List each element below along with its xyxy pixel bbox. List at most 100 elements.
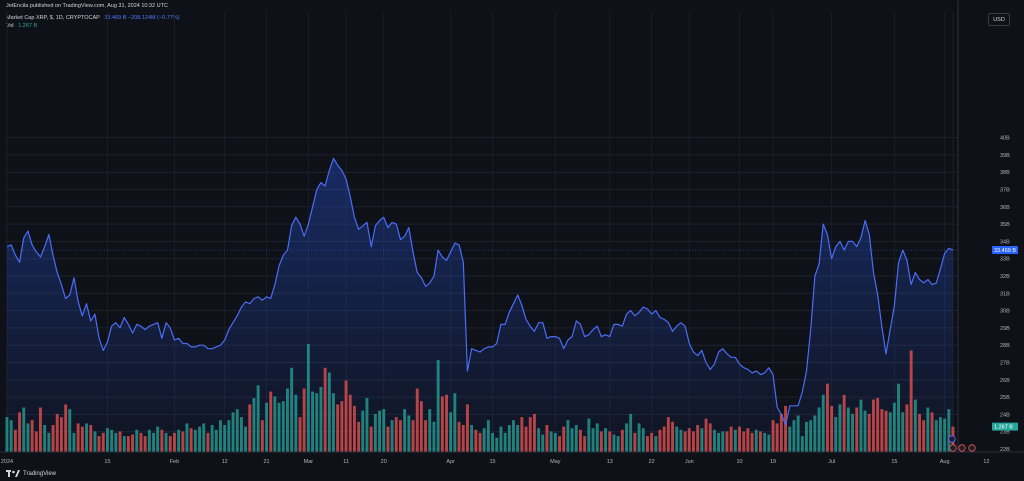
x-tick-label: 20 xyxy=(381,459,387,465)
volume-bar xyxy=(512,420,515,452)
volume-bar xyxy=(9,420,13,452)
volume-bar xyxy=(189,428,193,452)
x-tick-label: Apr xyxy=(446,459,455,465)
x-tick-label: 10 xyxy=(736,459,742,465)
volume-bar xyxy=(750,432,754,452)
volume-bar xyxy=(244,426,247,452)
event-marker-icon[interactable] xyxy=(949,444,957,452)
volume-bar xyxy=(432,421,436,452)
x-tick-label: 22 xyxy=(649,459,655,465)
event-marker-icon[interactable] xyxy=(958,444,966,452)
volume-bar xyxy=(97,436,101,452)
volume-bar xyxy=(503,432,507,452)
volume-bar xyxy=(5,417,9,452)
chart-legend: Market Cap XRP, $, 1D, CRYPTOCAP 33.469 … xyxy=(6,14,183,30)
event-marker-icon[interactable] xyxy=(968,444,976,452)
volume-bar xyxy=(403,409,407,452)
y-tick-label: 30B xyxy=(1000,309,1010,315)
volume-bar xyxy=(85,423,88,452)
volume-bar xyxy=(826,383,829,452)
x-tick-label: 15 xyxy=(891,459,897,465)
x-tick-label: 11 xyxy=(343,459,349,465)
volume-bar xyxy=(583,436,587,452)
publisher-header: JetEncila published on TradingView.com, … xyxy=(6,3,168,9)
volume-bar xyxy=(131,434,134,452)
volume-bar xyxy=(612,434,616,452)
volume-bar xyxy=(294,394,298,452)
volume-bar xyxy=(34,431,38,452)
volume-bar xyxy=(541,434,545,452)
legend-vol-label[interactable]: Vol xyxy=(6,23,14,29)
footer: TradingView xyxy=(6,470,56,478)
volume-bar xyxy=(692,431,695,452)
volume-bar xyxy=(867,413,871,452)
volume-bar xyxy=(68,409,72,452)
volume-bar xyxy=(599,431,603,452)
volume-bar xyxy=(830,405,834,452)
x-tick-label: 21 xyxy=(263,459,269,465)
y-tick-label: 24B xyxy=(1000,412,1010,418)
volume-bar xyxy=(110,429,114,452)
volume-bar xyxy=(880,409,884,452)
volume-bar xyxy=(533,413,536,452)
volume-bar xyxy=(260,420,264,452)
volume-bar xyxy=(637,423,641,452)
volume-bar xyxy=(198,426,201,452)
volume-bar xyxy=(553,432,557,452)
volume-bar xyxy=(855,407,859,452)
volume-bar xyxy=(746,428,750,452)
volume-bar xyxy=(595,423,599,452)
volume-bar xyxy=(646,436,649,452)
y-tick-label: 31B xyxy=(1000,291,1010,297)
volume-bar xyxy=(60,417,63,452)
volume-bar xyxy=(419,401,423,452)
currency-selector[interactable]: USD xyxy=(988,13,1010,26)
volume-bar xyxy=(466,404,469,452)
price-line xyxy=(6,157,954,426)
volume-bar xyxy=(779,413,783,452)
volume-bar xyxy=(846,407,850,452)
volume-bar xyxy=(671,421,674,452)
volume-bar xyxy=(679,429,683,452)
legend-symbol-row: Market Cap XRP, $, 1D, CRYPTOCAP 33.469 … xyxy=(6,14,183,22)
volume-bar xyxy=(13,429,17,452)
legend-vol-value: 1.267 B xyxy=(18,23,38,29)
volume-bar xyxy=(214,429,218,452)
volume-bar xyxy=(315,393,319,452)
volume-bar xyxy=(369,426,373,452)
volume-bar xyxy=(633,432,637,452)
volume-bar xyxy=(788,426,792,452)
x-tick-label: Jun xyxy=(685,459,694,465)
volume-bar xyxy=(164,432,168,452)
volume-bar xyxy=(629,413,633,452)
volume-bar xyxy=(729,426,733,452)
y-tick-label: 33B xyxy=(1000,257,1010,263)
legend-symbol[interactable]: Market Cap XRP, $, 1D, CRYPTOCAP xyxy=(6,15,100,21)
volume-bar xyxy=(800,436,804,452)
volume-bar xyxy=(160,429,164,452)
volume-bar xyxy=(474,429,478,452)
volume-bar xyxy=(436,359,440,452)
volume-bar xyxy=(64,404,68,452)
volume-bar xyxy=(939,417,942,452)
y-tick-label: 39B xyxy=(1000,153,1010,159)
volume-bar xyxy=(713,429,716,452)
x-tick-label: 15 xyxy=(489,459,495,465)
volume-bar xyxy=(399,420,402,452)
volume-bar xyxy=(319,386,323,452)
volume-bar xyxy=(888,412,892,452)
volume-bar xyxy=(440,396,444,452)
volume-bar xyxy=(579,429,582,452)
volume-bar xyxy=(708,423,712,452)
volume-bar xyxy=(240,417,243,452)
volume-bar xyxy=(30,420,34,452)
volume-bar xyxy=(206,432,210,452)
volume-bar xyxy=(122,436,126,452)
volume-bar xyxy=(872,399,875,452)
y-tick-label: 35B xyxy=(1000,222,1010,228)
volume-bar xyxy=(658,429,662,452)
event-marker-icon[interactable] xyxy=(948,435,956,443)
y-tick-label: 36B xyxy=(1000,205,1010,211)
volume-bar xyxy=(604,428,607,452)
